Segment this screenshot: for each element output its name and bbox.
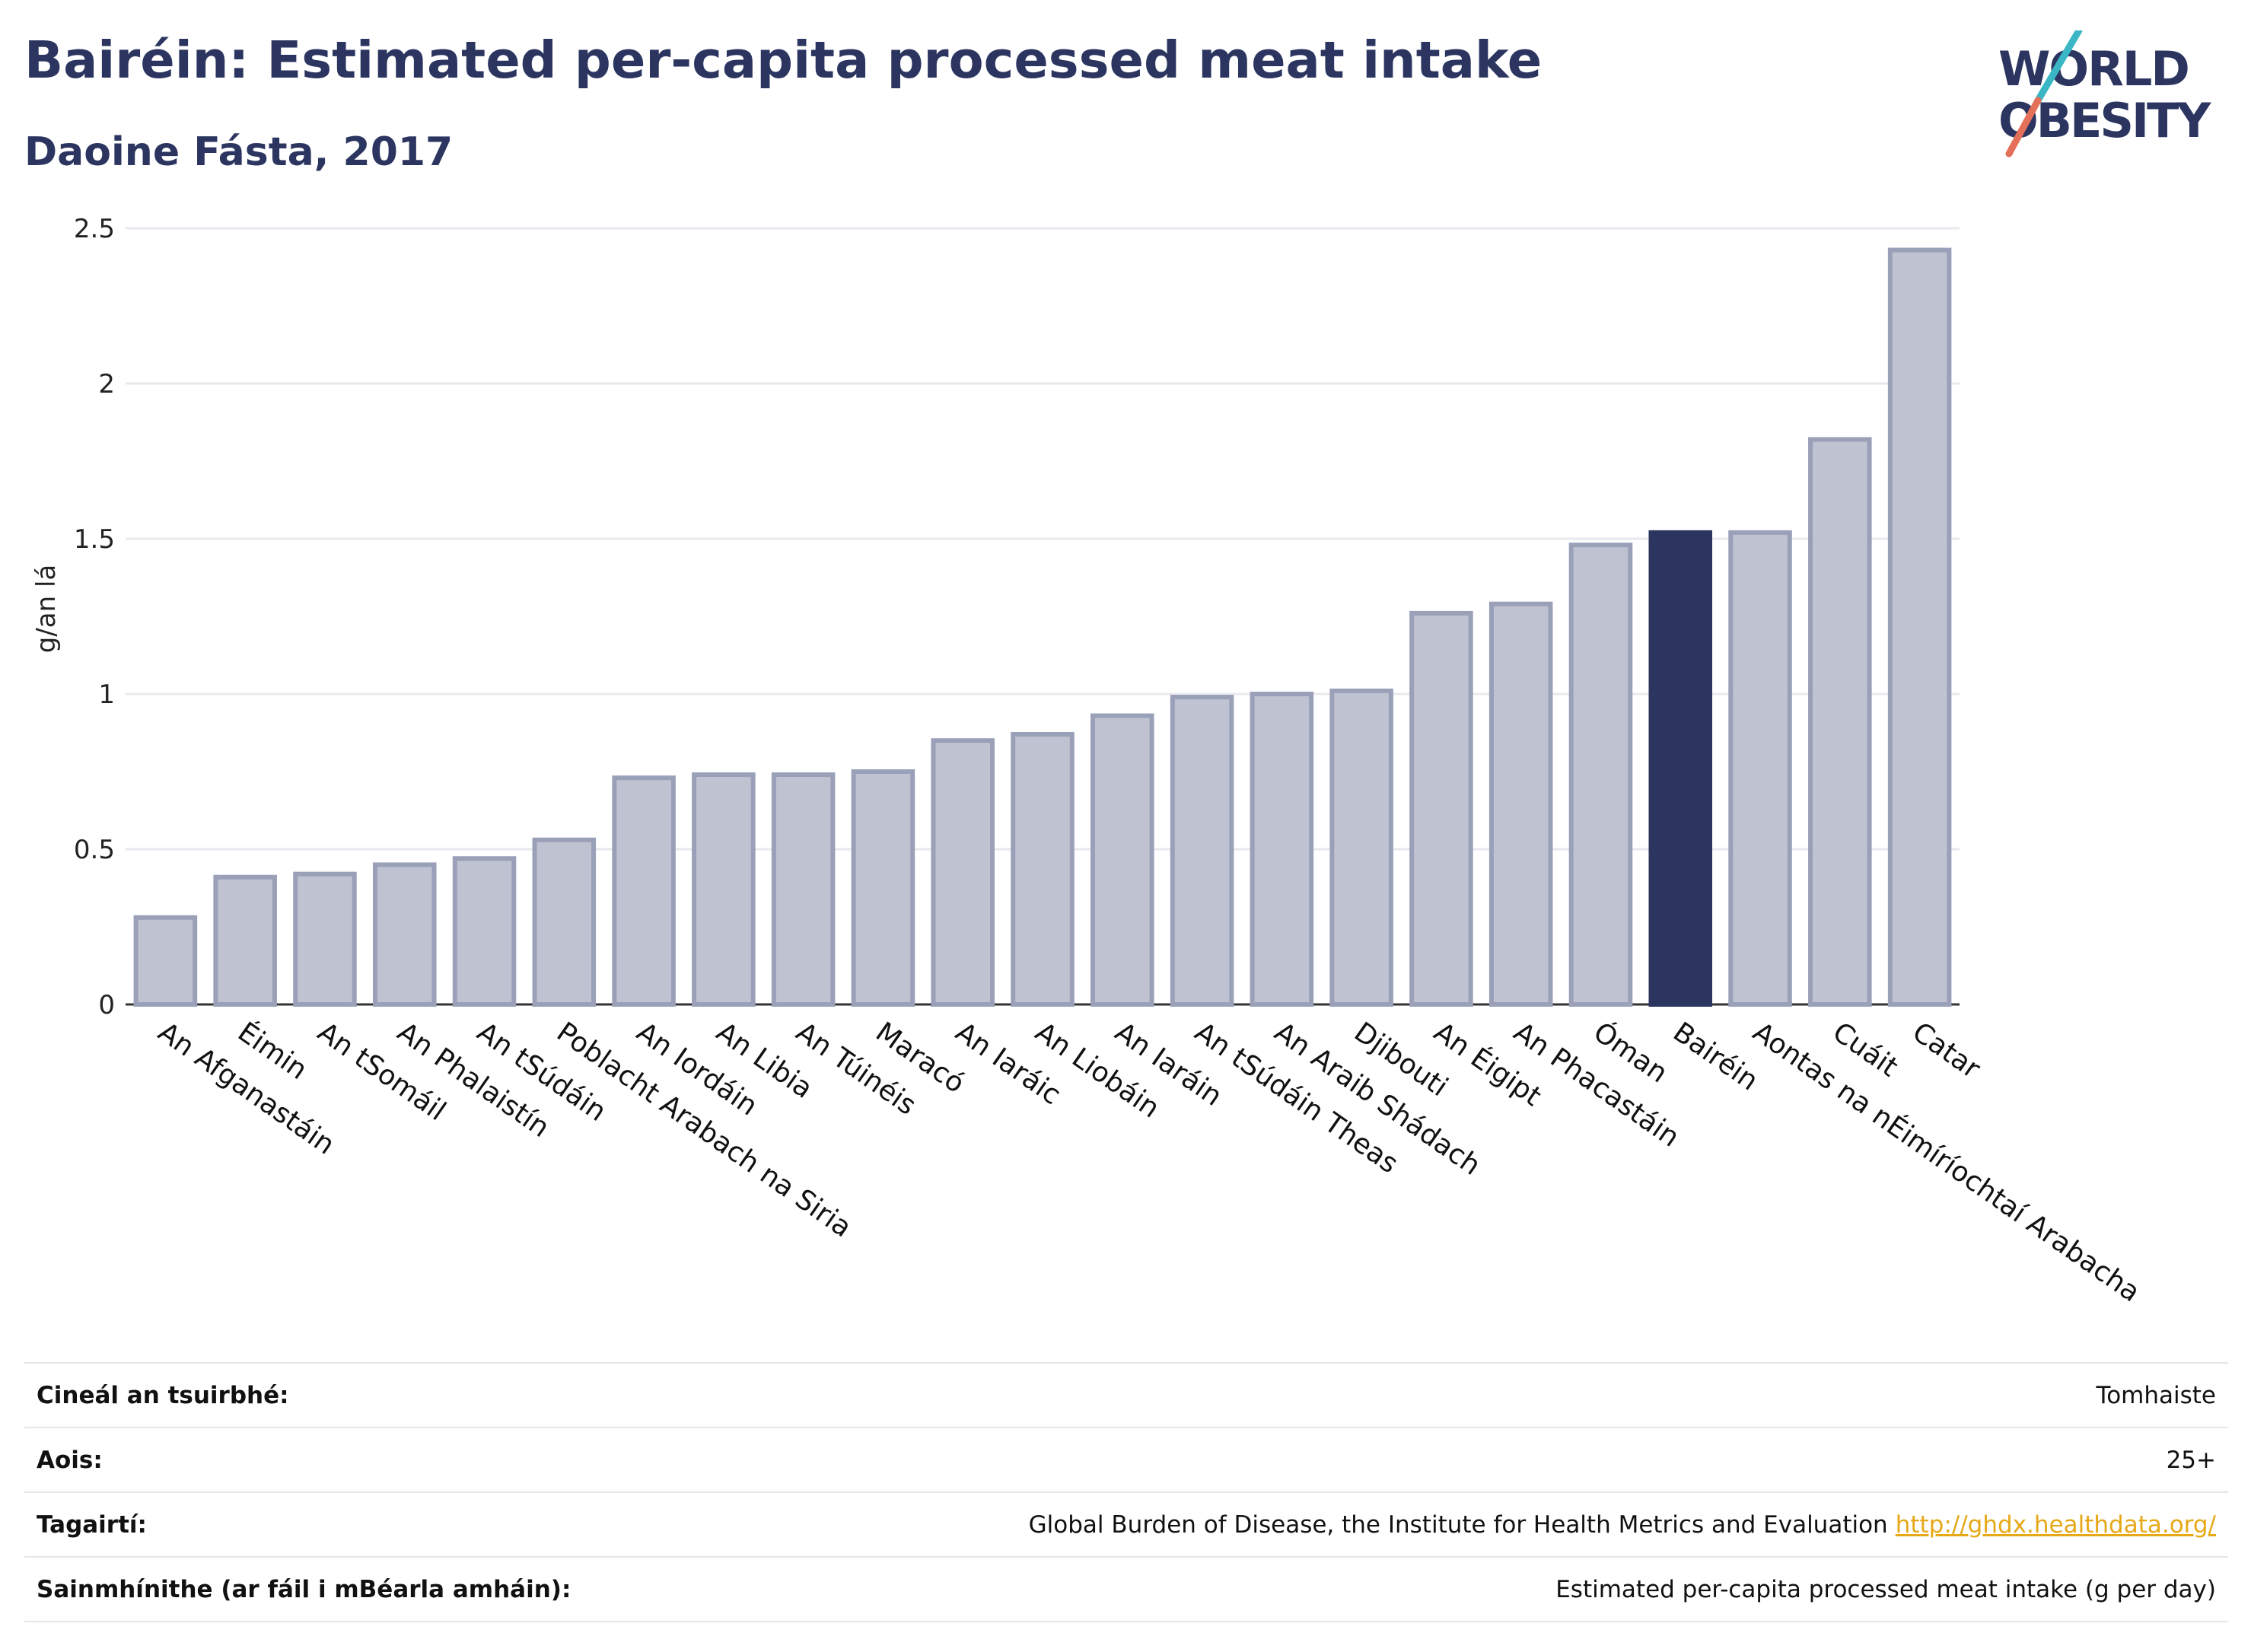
info-label: Tagairtí: bbox=[37, 1510, 147, 1539]
y-tick-label: 1 bbox=[98, 680, 115, 710]
bar[interactable] bbox=[1808, 437, 1872, 1007]
info-table: Cineál an tsuirbhé: Tomhaiste Aois: 25+ … bbox=[24, 1362, 2228, 1622]
info-value: Global Burden of Disease, the Institute … bbox=[1028, 1510, 1888, 1539]
info-label: Sainmhínithe (ar fáil i mBéarla amháin): bbox=[37, 1575, 572, 1603]
info-label: Aois: bbox=[37, 1446, 103, 1474]
bar[interactable] bbox=[293, 871, 357, 1007]
info-value: Tomhaiste bbox=[2096, 1381, 2216, 1409]
bar[interactable] bbox=[851, 769, 915, 1007]
page-subtitle: Daoine Fásta, 2017 bbox=[24, 129, 454, 175]
bar[interactable] bbox=[1170, 695, 1234, 1007]
info-row-references: Tagairtí: Global Burden of Disease, the … bbox=[24, 1491, 2228, 1556]
bar[interactable] bbox=[1728, 530, 1792, 1007]
world-obesity-logo: WORLD OBESITY bbox=[1998, 30, 2214, 158]
y-axis-label: g/an lá bbox=[31, 565, 62, 654]
x-tick-label: Bairéin bbox=[1667, 1017, 1764, 1097]
page-title: Bairéin: Estimated per-capita processed … bbox=[24, 30, 1543, 90]
info-row-survey-type: Cineál an tsuirbhé: Tomhaiste bbox=[24, 1362, 2228, 1427]
y-tick-label: 0.5 bbox=[74, 835, 115, 865]
bar[interactable] bbox=[1409, 610, 1473, 1007]
x-tick-label: Catar bbox=[1906, 1017, 1985, 1085]
bar[interactable] bbox=[771, 772, 836, 1007]
bar[interactable] bbox=[133, 915, 198, 1007]
y-tick-label: 1.5 bbox=[74, 524, 115, 555]
bar[interactable] bbox=[612, 775, 676, 1007]
bar[interactable] bbox=[1568, 543, 1633, 1007]
reference-link[interactable]: http://ghdx.healthdata.org/ bbox=[1895, 1510, 2216, 1539]
bar[interactable] bbox=[1648, 530, 1713, 1007]
bar[interactable] bbox=[931, 738, 995, 1007]
logo-line1: WORLD bbox=[1998, 41, 2189, 97]
y-tick-label: 2.5 bbox=[74, 214, 115, 244]
info-row-age: Aois: 25+ bbox=[24, 1427, 2228, 1491]
bar[interactable] bbox=[1090, 713, 1154, 1007]
bar[interactable] bbox=[532, 837, 597, 1007]
bar[interactable] bbox=[1887, 247, 1952, 1007]
bar[interactable] bbox=[1488, 601, 1553, 1007]
bar[interactable] bbox=[692, 772, 756, 1007]
bar[interactable] bbox=[213, 874, 277, 1007]
bar[interactable] bbox=[452, 856, 517, 1007]
bar[interactable] bbox=[1011, 732, 1075, 1007]
bar[interactable] bbox=[1250, 692, 1314, 1007]
info-value: 25+ bbox=[2166, 1446, 2216, 1474]
bar[interactable] bbox=[1329, 688, 1393, 1007]
y-tick-label: 0 bbox=[98, 990, 115, 1020]
bar[interactable] bbox=[372, 862, 437, 1007]
info-label: Cineál an tsuirbhé: bbox=[37, 1381, 289, 1409]
y-axis-ticks: 0 0.5 1 1.5 2 2.5 bbox=[74, 214, 115, 1020]
info-value-wrap: Global Burden of Disease, the Institute … bbox=[1029, 1511, 2228, 1539]
bars bbox=[133, 247, 1952, 1007]
info-value: Estimated per-capita processed meat inta… bbox=[1555, 1575, 2216, 1603]
y-tick-label: 2 bbox=[98, 369, 115, 399]
info-row-definitions: Sainmhínithe (ar fáil i mBéarla amháin):… bbox=[24, 1556, 2228, 1622]
